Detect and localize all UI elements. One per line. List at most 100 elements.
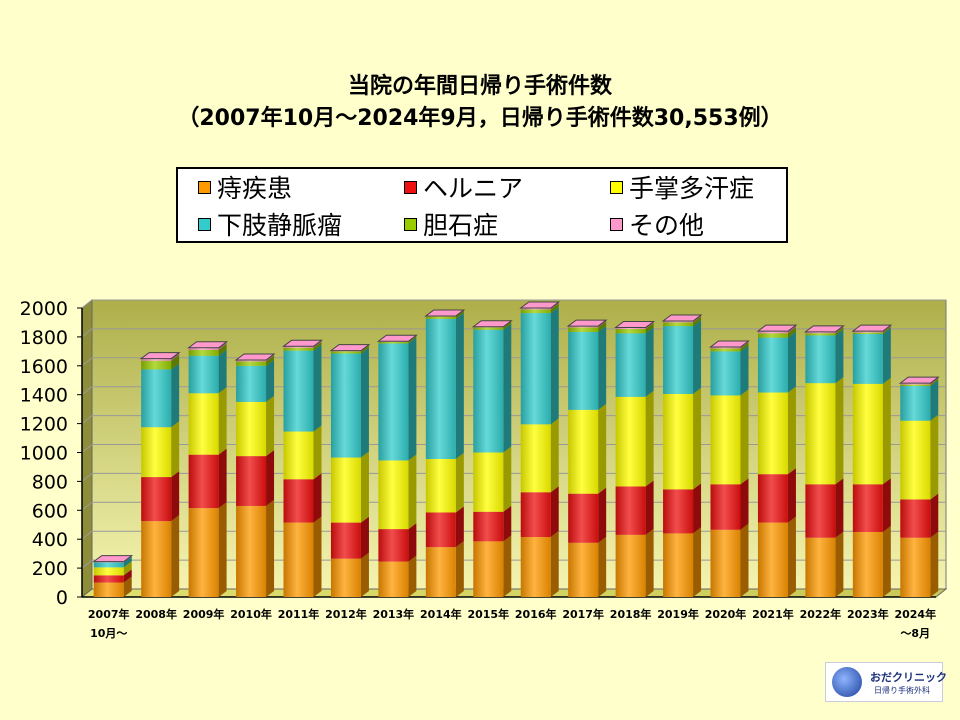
bar-segment <box>283 479 314 523</box>
bar-segment-side <box>693 320 702 394</box>
bar-segment-side <box>360 347 369 458</box>
bar-segment <box>805 537 836 597</box>
bar-segment-side <box>598 321 607 332</box>
bar-segment <box>568 326 599 328</box>
x-tick-label: 2018年 <box>610 607 652 621</box>
chart-title: 当院の年間日帰り手術件数 <box>347 74 612 99</box>
bar-segment <box>900 420 931 500</box>
logo-subtitle: 日帰り手術外科 <box>874 686 930 695</box>
bar-segment <box>757 333 788 338</box>
bar-segment-side <box>930 380 939 421</box>
bar-segment <box>615 486 646 535</box>
bar-top-cap <box>329 344 371 352</box>
bar-segment <box>805 335 836 384</box>
bar-segment-side <box>503 505 512 542</box>
x-tick-label: 2021年 <box>752 607 794 621</box>
x-tick-label: 10月～ <box>90 627 127 640</box>
bar-segment <box>93 575 124 583</box>
bar-segment-side <box>693 527 702 597</box>
bar-segment <box>568 493 599 543</box>
legend-swatch <box>610 180 623 194</box>
clinic-logo: おだクリニック 日帰り手術外科 <box>825 662 947 702</box>
bar-segment <box>330 353 361 458</box>
bar-segment-side <box>266 395 275 457</box>
bar-segment <box>852 531 883 597</box>
bar-segment-side <box>835 327 844 336</box>
bar-segment <box>852 332 883 335</box>
bar-segment <box>663 393 694 490</box>
bar-segment <box>188 347 219 350</box>
gridline-side <box>81 328 93 338</box>
bar-top-cap <box>376 334 418 342</box>
bar-segment-side <box>882 328 891 384</box>
bar-segment <box>93 567 124 576</box>
bar-top-cap <box>234 353 276 361</box>
bar-segment-side <box>123 556 132 568</box>
bar-segment <box>473 541 504 597</box>
bar-segment <box>805 333 836 336</box>
y-tick-label: 1600 <box>20 356 68 378</box>
bar-segment <box>473 511 504 542</box>
gridline-side <box>81 415 93 424</box>
bar-segment <box>236 365 267 402</box>
bar-segment-side <box>408 555 417 597</box>
bar-segment <box>615 328 646 334</box>
bar-segment <box>236 456 267 506</box>
bar-segment <box>378 561 409 597</box>
bar-segment-side <box>360 345 369 354</box>
bar-segment <box>900 537 931 597</box>
bar-segment-side <box>835 377 844 485</box>
bar-segment-side <box>455 541 464 597</box>
bar-top-cap <box>661 314 703 322</box>
bar-segment <box>710 351 741 396</box>
x-tick-label: ～8月 <box>900 627 930 640</box>
legend-item: その他 <box>610 209 705 240</box>
bar-segment-side <box>408 454 417 530</box>
bar-segment <box>710 529 741 597</box>
bar-segment-side <box>882 525 891 597</box>
bar-segment <box>236 360 267 362</box>
bar-segment-side <box>693 387 702 490</box>
bar-segment <box>188 393 219 455</box>
gridline-side <box>81 501 93 511</box>
bar-segment-side <box>171 515 180 597</box>
bar-segment <box>710 395 741 485</box>
bar-segment <box>236 505 267 597</box>
bar-segment <box>141 369 172 428</box>
bar-segment-side <box>693 316 702 327</box>
bar-segment-side <box>645 528 654 597</box>
bar-segment-side <box>123 576 132 597</box>
bar-segment <box>330 351 361 354</box>
gridline-side <box>81 299 93 309</box>
bar-segment-side <box>503 321 512 330</box>
y-tick-label: 600 <box>32 500 68 522</box>
bar-segment <box>188 355 219 394</box>
bar-segment-side <box>266 359 275 402</box>
bar-segment <box>425 316 456 319</box>
bar-segment-side <box>550 303 559 314</box>
bar-segment-side <box>123 561 132 576</box>
bar-segment <box>141 477 172 522</box>
x-tick-label: 2023年 <box>847 607 889 621</box>
bar-segment <box>425 459 456 513</box>
bar-segment <box>805 383 836 485</box>
chart-subtitle: （2007年10月～2024年9月，日帰り手術件数30,553例） <box>177 106 783 131</box>
legend-swatch <box>610 217 623 231</box>
bar-segment <box>473 327 504 330</box>
bar-segment <box>93 582 124 597</box>
gridline-side <box>81 444 93 453</box>
legend-item: 下肢静脈瘤 <box>198 209 342 240</box>
bar-segment-side <box>598 325 607 410</box>
bar-segment <box>568 409 599 494</box>
bar-segment <box>141 427 172 478</box>
legend-label: その他 <box>629 211 705 240</box>
bar-segment-side <box>455 310 464 319</box>
bar-segment-side <box>313 344 322 432</box>
y-tick-label: 1400 <box>20 385 68 407</box>
bar-segment-side <box>171 354 180 370</box>
y-tick-label: 200 <box>32 558 68 580</box>
bar-top-cap <box>803 325 845 333</box>
bar-segment <box>520 313 551 425</box>
bar-segment <box>188 349 219 356</box>
x-tick-label: 2016年 <box>515 607 557 621</box>
